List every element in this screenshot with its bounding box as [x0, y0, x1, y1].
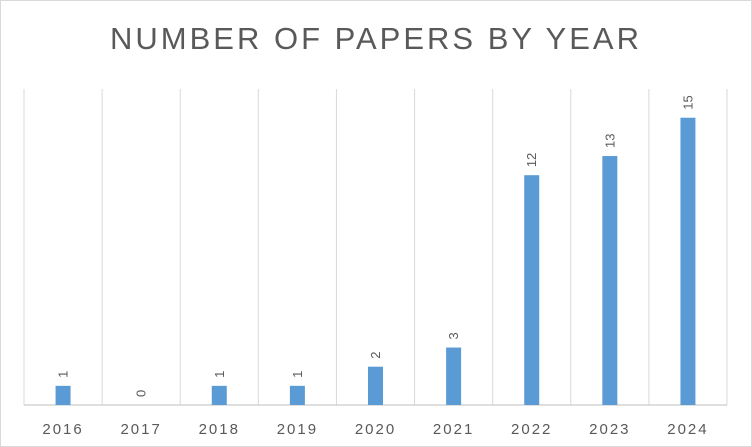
data-label-2022: 12	[524, 153, 539, 167]
x-tick-2021: 2021	[433, 421, 474, 438]
data-label-2018: 1	[212, 371, 227, 378]
x-tick-2017: 2017	[120, 421, 161, 438]
x-tick-2018: 2018	[199, 421, 240, 438]
x-tick-2016: 2016	[42, 421, 83, 438]
bar-2022	[524, 175, 540, 405]
bar-2020	[368, 366, 383, 405]
data-label-2021: 3	[446, 332, 461, 339]
x-tick-2024: 2024	[667, 421, 708, 438]
bar-2019	[289, 385, 305, 405]
bar-2023	[602, 156, 618, 405]
chart-title: NUMBER OF PAPERS BY YEAR	[110, 21, 642, 56]
bar-2016	[55, 385, 71, 405]
data-label-2017: 0	[134, 390, 149, 397]
x-tick-2019: 2019	[277, 421, 318, 438]
gridlines	[23, 89, 728, 405]
data-label-2016: 1	[56, 371, 71, 378]
bar-2018	[211, 385, 227, 405]
x-tick-2020: 2020	[355, 421, 396, 438]
bars	[55, 117, 696, 406]
x-tick-2022: 2022	[511, 421, 552, 438]
data-label-2023: 13	[602, 134, 617, 148]
x-tick-labels: 2016 2017 2018 2019 2020 2021 2022 2023 2024	[42, 421, 708, 438]
data-label-2020: 2	[368, 351, 383, 358]
data-label-2024: 15	[680, 95, 695, 109]
x-tick-2023: 2023	[589, 421, 630, 438]
bar-2021	[446, 347, 462, 405]
bar-2024	[680, 117, 696, 406]
data-label-2019: 1	[290, 371, 305, 378]
